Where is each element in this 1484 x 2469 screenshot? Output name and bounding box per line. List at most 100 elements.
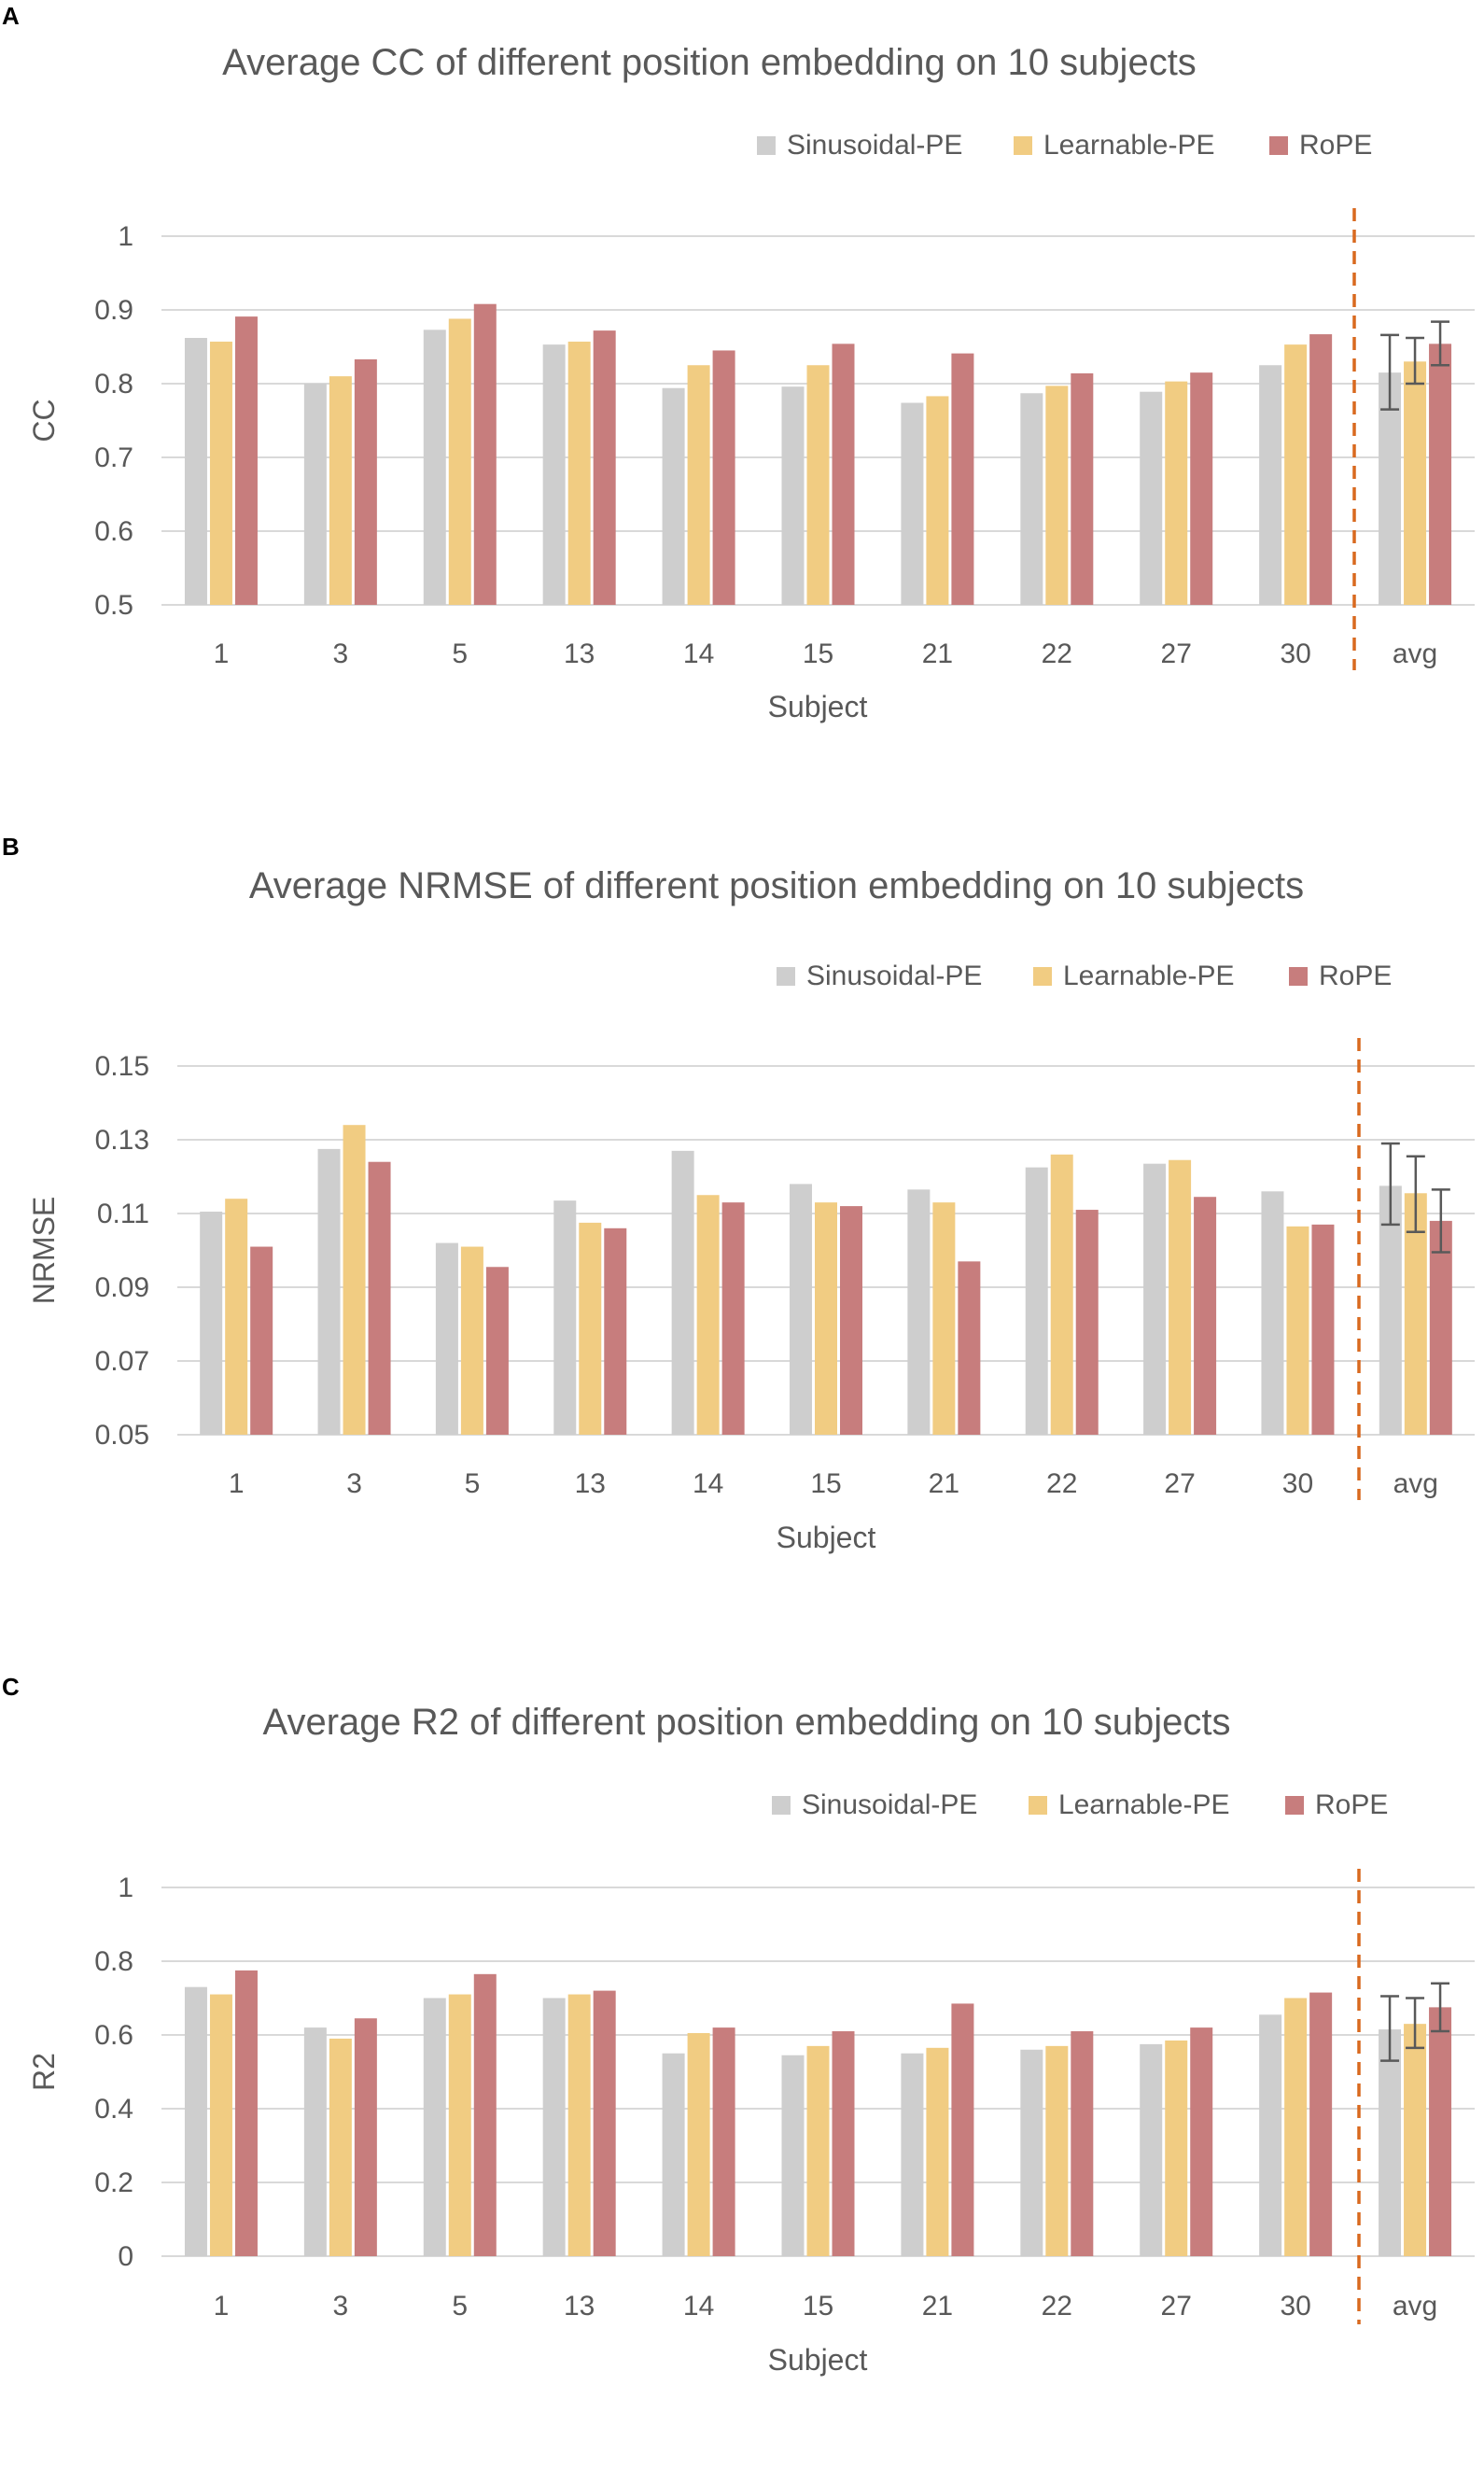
chart-panel-b: B 0.05 0.07 0.09 0.11 0.13 0.15 Average NRMSE … xyxy=(0,831,1484,1629)
x-tick-label: 5 xyxy=(452,638,468,669)
chart-title: Average NRMSE of different position embe… xyxy=(249,865,1304,906)
legend-swatch xyxy=(1269,136,1288,155)
y-tick-label: 0.5 xyxy=(94,590,133,621)
panel-label: A xyxy=(2,2,20,30)
x-tick-label: 13 xyxy=(564,638,595,669)
bar xyxy=(926,2047,949,2256)
legend-label: Sinusoidal-PE xyxy=(802,1789,977,1820)
error-bar xyxy=(1431,1982,1450,2033)
error-bar xyxy=(1380,1995,1400,2062)
bar xyxy=(225,1199,248,1435)
bar xyxy=(1020,2049,1043,2256)
bar xyxy=(343,1125,366,1435)
x-tick-label: 27 xyxy=(1164,1468,1195,1499)
bar xyxy=(1050,1154,1073,1435)
x-tick-label: 30 xyxy=(1282,1468,1313,1499)
chart-panel-a: A 0.5 0.6 0.7 0.8 0.9 1 Average CC of differen… xyxy=(0,0,1484,798)
legend-swatch xyxy=(777,967,795,986)
bar xyxy=(932,1202,956,1435)
bar xyxy=(329,376,352,605)
error-bar xyxy=(1431,1188,1450,1254)
panel-label: C xyxy=(2,1673,20,1701)
bar xyxy=(567,341,591,605)
bar xyxy=(593,1990,616,2256)
legend-label: RoPE xyxy=(1319,961,1392,991)
bar xyxy=(662,387,685,605)
chart-b-svg: 0.05 0.07 0.09 0.11 0.13 0.15 Average NRMSE of… xyxy=(27,865,1475,1554)
y-tick-label: 1 xyxy=(118,1873,133,1903)
bar xyxy=(473,1973,497,2256)
y-tick-label: 0.8 xyxy=(94,369,133,400)
bar xyxy=(901,2053,924,2256)
y-axis-title: R2 xyxy=(27,2053,61,2091)
x-tick-label: 5 xyxy=(452,2291,468,2322)
x-tick-label: 14 xyxy=(693,1468,723,1499)
x-tick-label: 14 xyxy=(683,638,714,669)
bar xyxy=(1404,361,1427,605)
y-tick-label: 0.13 xyxy=(95,1125,149,1156)
x-tick-label: 13 xyxy=(564,2291,595,2322)
bar xyxy=(951,2003,974,2256)
x-tick-label: 15 xyxy=(803,2291,833,2322)
chart-title: Average R2 of different position embeddi… xyxy=(263,1702,1231,1743)
x-tick-label: 27 xyxy=(1161,638,1192,669)
bar xyxy=(1075,1210,1099,1435)
legend-swatch xyxy=(757,136,776,155)
x-tick-label: 21 xyxy=(922,2291,953,2322)
bar xyxy=(1140,2043,1163,2256)
bar xyxy=(1284,344,1308,605)
bar xyxy=(1379,372,1402,605)
y-tick-label: 1 xyxy=(118,221,133,252)
bar xyxy=(234,316,258,605)
bar xyxy=(460,1246,483,1435)
y-tick-label: 0.7 xyxy=(94,442,133,473)
x-tick-label: 22 xyxy=(1042,638,1072,669)
bar xyxy=(712,2027,735,2256)
bar xyxy=(1165,381,1188,605)
bar xyxy=(329,2038,352,2256)
bar xyxy=(1261,1191,1284,1435)
x-tick-label: 5 xyxy=(465,1468,481,1499)
y-tick-label: 0.6 xyxy=(94,516,133,547)
x-tick-label: avg xyxy=(1393,2291,1437,2322)
bar xyxy=(671,1150,694,1435)
y-tick-label: 0.05 xyxy=(95,1420,149,1451)
bar xyxy=(1045,386,1069,605)
bar xyxy=(1190,2027,1213,2256)
x-tick-label: 15 xyxy=(810,1468,841,1499)
x-tick-label: 15 xyxy=(803,638,833,669)
bar xyxy=(1429,1220,1452,1435)
x-tick-label: 30 xyxy=(1280,2291,1310,2322)
y-tick-label: 0.8 xyxy=(94,1946,133,1977)
x-tick-label: 1 xyxy=(214,638,230,669)
error-bar xyxy=(1406,1155,1425,1233)
bar xyxy=(1194,1197,1217,1435)
bar xyxy=(901,402,924,605)
y-tick-label: 0.15 xyxy=(95,1051,149,1082)
legend-swatch xyxy=(1033,967,1052,986)
x-tick-label: 30 xyxy=(1280,638,1310,669)
bar xyxy=(721,1202,745,1435)
x-tick-label: 22 xyxy=(1046,1468,1077,1499)
bar xyxy=(712,350,735,605)
bar xyxy=(567,1994,591,2256)
chart-c-svg: 0 0.2 0.4 0.6 0.8 1 Average R2 of different po… xyxy=(27,1702,1475,2377)
bar xyxy=(840,1206,862,1435)
bar xyxy=(423,1998,446,2256)
y-tick-label: 0.07 xyxy=(95,1346,149,1377)
y-axis-title: NRMSE xyxy=(27,1197,61,1305)
error-bar xyxy=(1431,320,1450,367)
bar xyxy=(435,1242,458,1435)
bar xyxy=(303,384,327,605)
x-axis-title: Subject xyxy=(777,1521,876,1554)
y-tick-label: 0.2 xyxy=(94,2167,133,2198)
bar xyxy=(696,1195,720,1435)
x-tick-label: 3 xyxy=(333,2291,349,2322)
bar xyxy=(1379,2029,1402,2256)
bar xyxy=(553,1200,577,1435)
bar xyxy=(1404,2024,1427,2256)
bar xyxy=(1311,1224,1335,1435)
legend-swatch xyxy=(1289,967,1308,986)
x-tick-label: 21 xyxy=(929,1468,959,1499)
legend-label: Learnable-PE xyxy=(1043,130,1214,161)
